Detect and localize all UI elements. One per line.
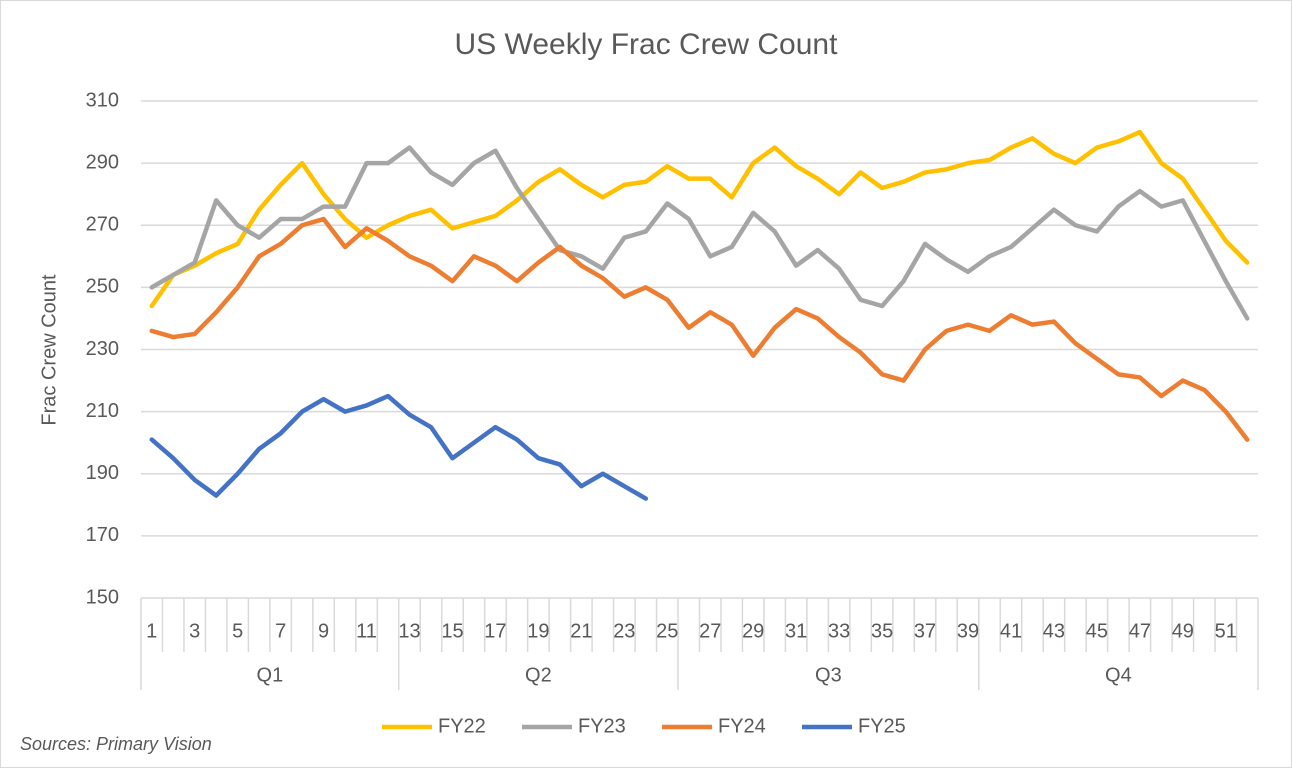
x-tick-label: 43 [1043, 620, 1065, 642]
x-tick-label: 41 [1000, 620, 1022, 642]
y-axis-label: Frac Crew Count [38, 274, 60, 426]
x-tick-label: 33 [828, 620, 850, 642]
x-tick-label: 1 [146, 620, 157, 642]
x-tick-label: 37 [914, 620, 936, 642]
source-note: Sources: Primary Vision [20, 734, 212, 754]
x-tick-label: 51 [1215, 620, 1237, 642]
x-tick-label: 47 [1129, 620, 1151, 642]
y-tick-label: 150 [86, 586, 119, 608]
x-tick-label: 35 [871, 620, 893, 642]
series-line [149, 393, 649, 501]
legend-label: FY23 [578, 715, 626, 737]
x-tick-label: 5 [232, 620, 243, 642]
group-label: Q2 [525, 664, 552, 686]
x-tick-label: 39 [957, 620, 979, 642]
legend-label: FY25 [858, 715, 906, 737]
x-tick-label: 3 [189, 620, 200, 642]
x-tick-label: 17 [484, 620, 506, 642]
x-tick-label: 29 [742, 620, 764, 642]
x-tick-label: 25 [656, 620, 678, 642]
y-tick-label: 210 [86, 400, 119, 422]
x-tick-label: 11 [356, 620, 377, 642]
chart-title: US Weekly Frac Crew Count [455, 28, 839, 61]
y-tick-label: 170 [86, 524, 119, 546]
x-tick-label: 19 [527, 620, 549, 642]
x-tick-label: 27 [699, 620, 721, 642]
y-tick-label: 190 [86, 462, 119, 484]
y-tick-label: 270 [86, 214, 119, 236]
x-tick-label: 15 [441, 620, 463, 642]
x-tick-label: 7 [275, 620, 286, 642]
legend-label: FY22 [438, 715, 486, 737]
x-tick-label: 21 [570, 620, 592, 642]
x-tick-label: 49 [1172, 620, 1194, 642]
group-label: Q3 [815, 664, 842, 686]
x-tick-label: 45 [1086, 620, 1108, 642]
series-line [149, 216, 1250, 442]
series-line [149, 145, 1250, 321]
y-tick-label: 310 [86, 89, 119, 111]
legend-label: FY24 [718, 715, 766, 737]
x-tick-label: 23 [613, 620, 635, 642]
x-tick-label: 9 [318, 620, 329, 642]
group-label: Q1 [257, 664, 284, 686]
x-tick-label: 31 [785, 620, 807, 642]
x-tick-label: 13 [398, 620, 420, 642]
y-tick-label: 290 [86, 151, 119, 173]
y-tick-label: 250 [86, 276, 119, 298]
y-tick-label: 230 [86, 338, 119, 360]
group-label: Q4 [1105, 664, 1132, 686]
